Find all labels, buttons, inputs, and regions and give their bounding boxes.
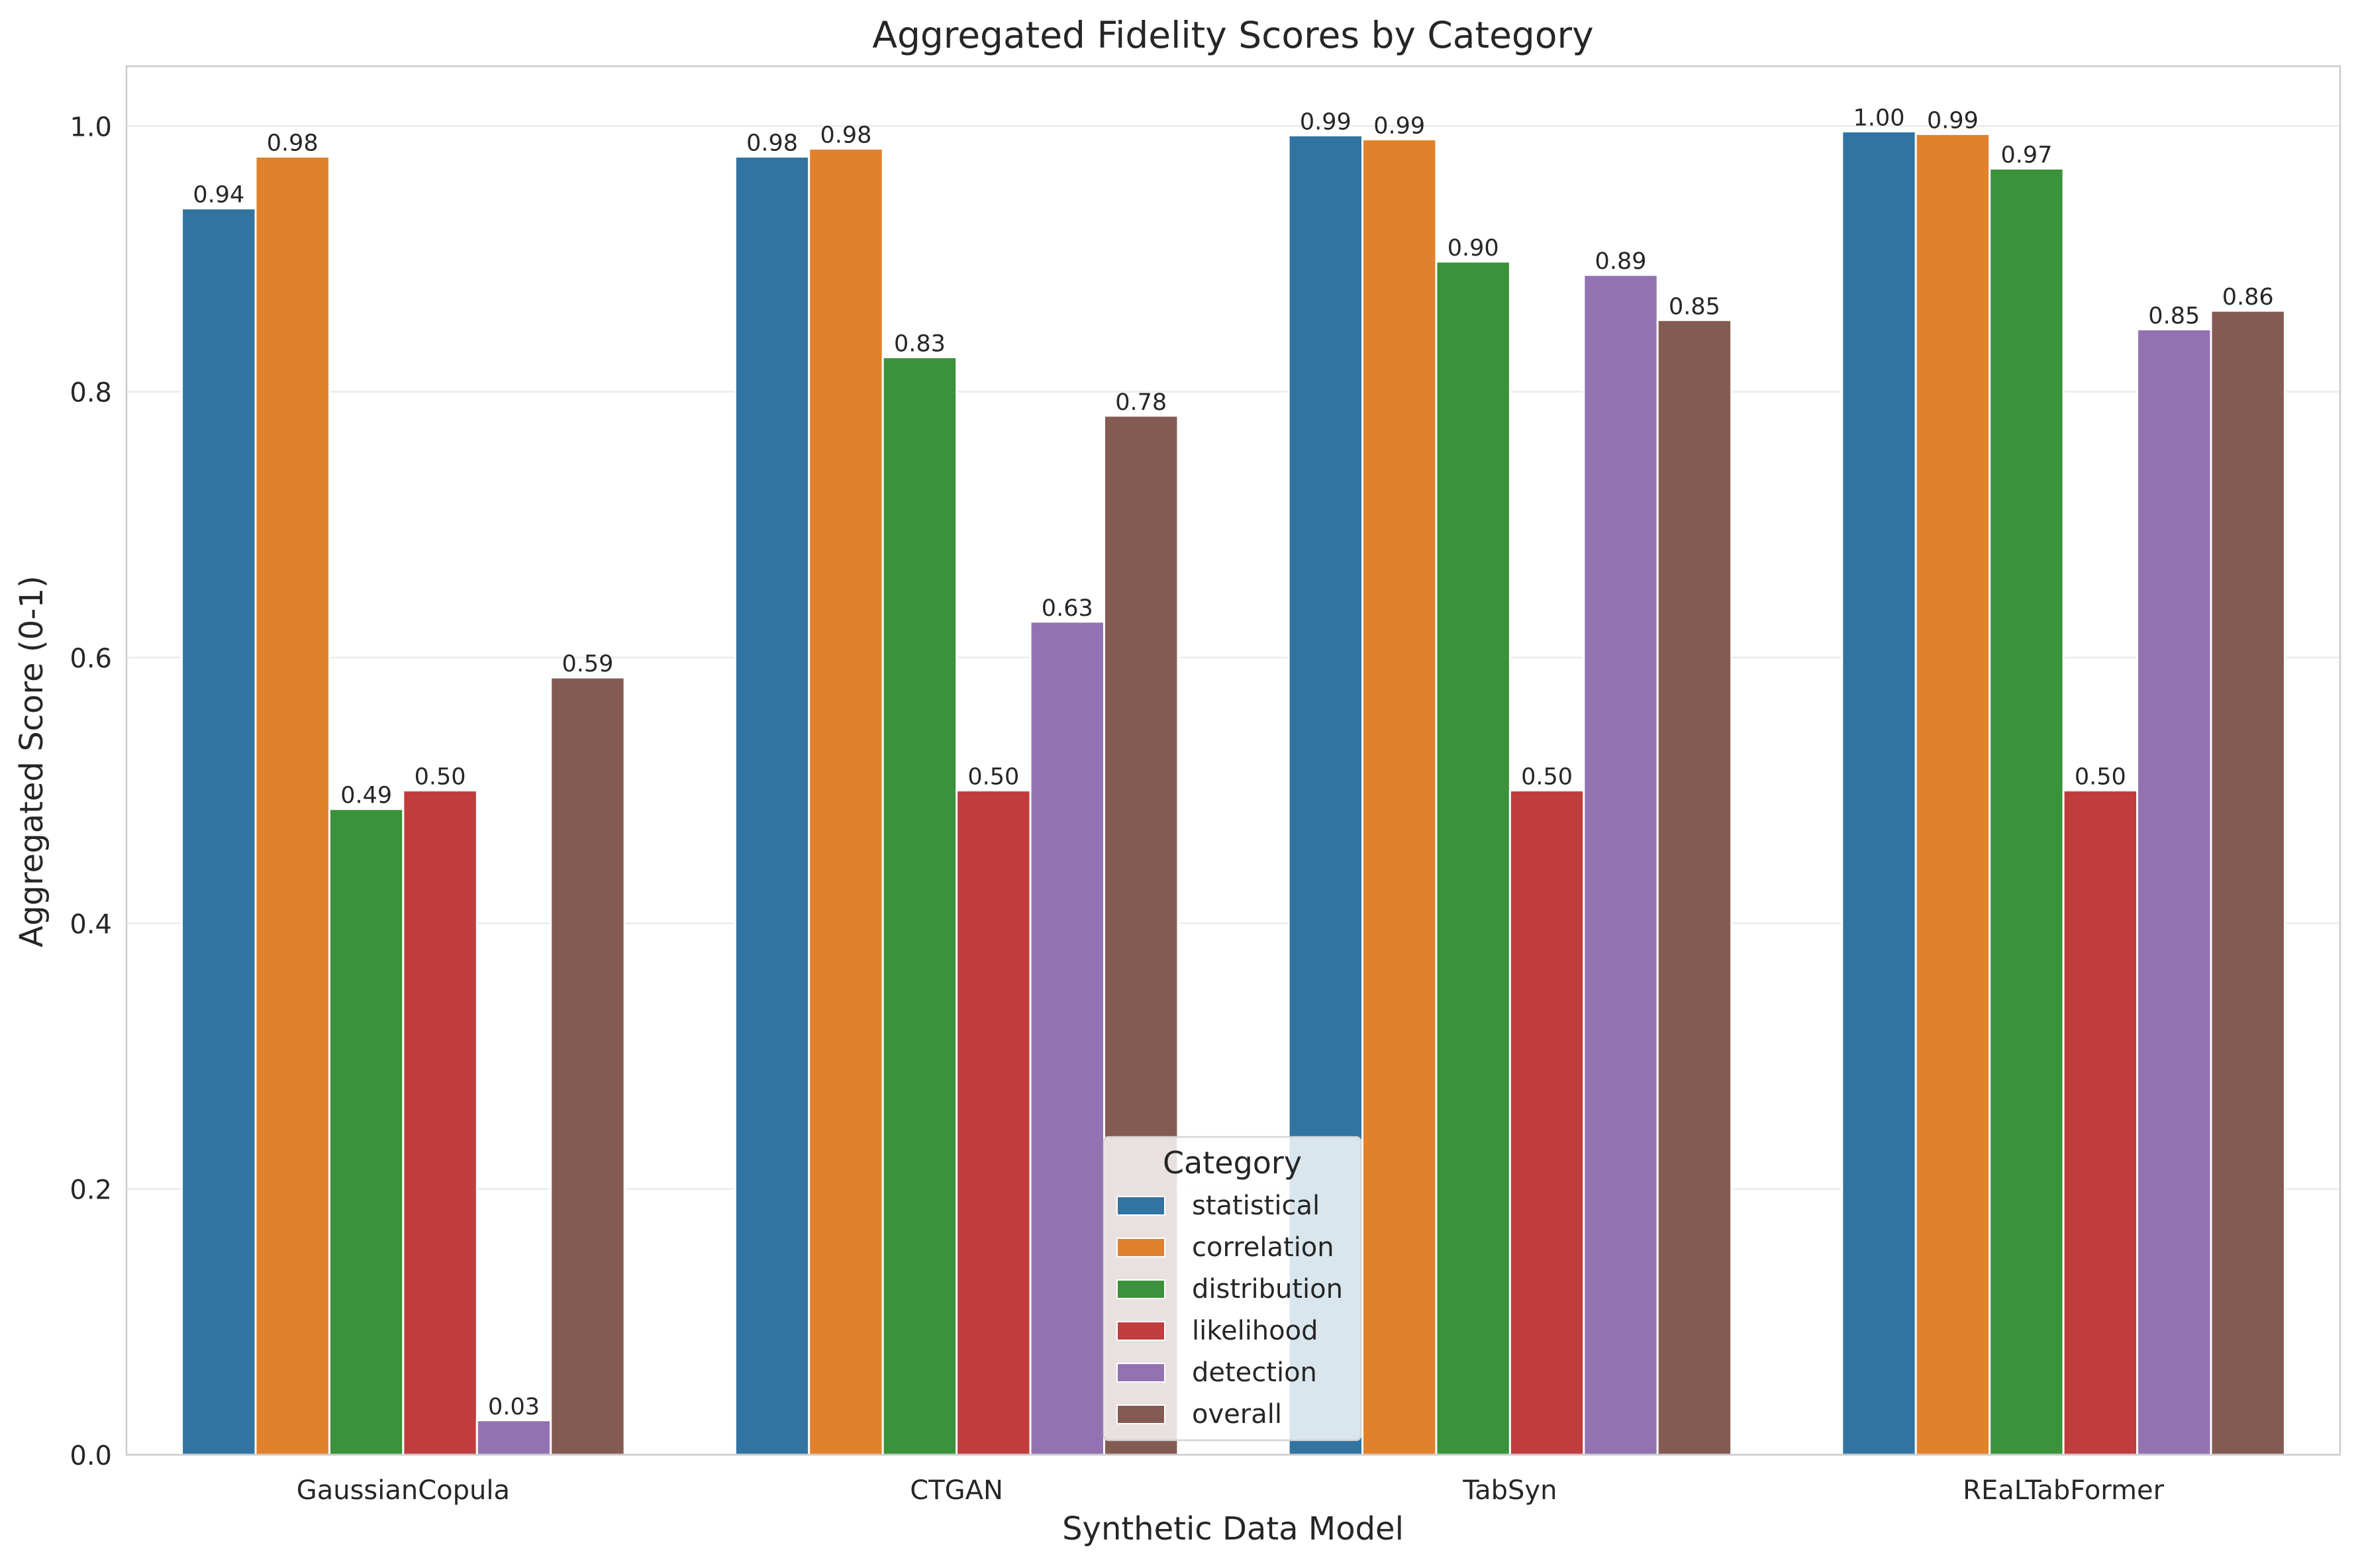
legend-label-overall: overall [1192, 1399, 1282, 1430]
axes-layer: 0.0 0.2 0.4 0.6 0.8 1.0 GaussianCopula CTGAN Tab… [70, 112, 2164, 1506]
bar-detection [1029, 620, 1105, 1456]
y-tick-label: 0.4 [70, 909, 112, 940]
bars-layer [181, 130, 2286, 1456]
data-label: 0.49 [340, 783, 392, 809]
bar-likelihood [956, 789, 1032, 1456]
bar-distribution [881, 356, 958, 1456]
bar-detection [1583, 273, 1659, 1456]
plot-frame [125, 65, 2341, 1456]
data-label: 0.89 [1595, 248, 1647, 275]
bar-correlation [254, 155, 330, 1456]
data-label: 0.94 [193, 182, 244, 209]
data-label: 0.90 [1448, 235, 1499, 262]
y-tick-label: 1.0 [70, 112, 112, 142]
bar-correlation [1361, 138, 1438, 1456]
bar-detection [2136, 328, 2212, 1456]
x-tick-label: CTGAN [910, 1475, 1003, 1506]
bar-overall [2210, 309, 2286, 1456]
data-label: 1.00 [1853, 105, 1905, 131]
legend-swatch-distribution [1116, 1279, 1165, 1299]
data-label: 0.83 [894, 330, 946, 357]
bar-overall [550, 676, 626, 1456]
legend: Category statistical correlation distribut… [1103, 1136, 1362, 1442]
bar-distribution [1989, 168, 2065, 1456]
data-label: 0.03 [488, 1394, 540, 1420]
legend-label-likelihood: likelihood [1192, 1316, 1318, 1346]
bar-correlation [808, 147, 884, 1456]
bar-detection [475, 1419, 552, 1456]
data-label: 0.78 [1115, 389, 1167, 416]
data-label: 0.59 [562, 651, 613, 677]
data-label: 0.86 [2222, 284, 2274, 311]
data-label: 0.98 [820, 122, 872, 148]
data-label: 0.85 [2148, 303, 2200, 329]
legend-label-detection: detection [1192, 1357, 1317, 1388]
data-label: 0.98 [267, 130, 319, 156]
x-tick-label: GaussianCopula [297, 1475, 510, 1506]
legend-items: statistical correlation distribution likeli… [1116, 1191, 1343, 1430]
legend-swatch-likelihood [1116, 1321, 1165, 1341]
data-label: 0.97 [2000, 142, 2052, 169]
legend-swatch-detection [1116, 1363, 1165, 1383]
data-label: 0.99 [1300, 109, 1352, 135]
chart-title: Aggregated Fidelity Scores by Category [872, 14, 1593, 56]
legend-swatch-overall [1116, 1404, 1165, 1424]
legend-label-statistical: statistical [1192, 1191, 1320, 1221]
bar-overall [1656, 318, 1733, 1456]
bar-distribution [328, 808, 405, 1456]
y-tick-label: 0.6 [70, 644, 112, 674]
legend-swatch-correlation [1116, 1238, 1165, 1257]
data-label: 0.85 [1669, 293, 1720, 320]
data-label: 0.50 [415, 764, 466, 791]
x-tick-label: TabSyn [1462, 1475, 1557, 1506]
legend-label-correlation: correlation [1192, 1232, 1334, 1263]
bar-likelihood [1508, 789, 1585, 1456]
y-tick-label: 0.0 [70, 1441, 112, 1471]
bar-statistical [734, 155, 811, 1456]
data-label: 0.98 [746, 130, 798, 156]
bar-likelihood [402, 789, 478, 1456]
y-axis-title: Aggregated Score (0-1) [13, 575, 50, 948]
data-label: 0.63 [1042, 595, 1093, 622]
x-axis-title: Synthetic Data Model [1062, 1510, 1404, 1547]
bar-distribution [1435, 260, 1511, 1456]
bar-correlation [1914, 132, 1991, 1456]
bar-statistical [181, 207, 257, 1456]
data-label: 0.50 [2075, 764, 2126, 791]
x-tick-label: REaLTabFormer [1963, 1475, 2164, 1506]
bar-likelihood [2062, 789, 2139, 1456]
data-label: 0.99 [1927, 107, 1979, 134]
data-label: 0.99 [1373, 113, 1425, 139]
legend-swatch-statistical [1116, 1196, 1165, 1216]
data-label: 0.50 [1521, 764, 1573, 791]
data-labels-layer: 0.94 0.98 0.49 0.50 0.03 0.59 0.98 0.98 0.83 0.50… [193, 105, 2273, 1420]
y-tick-label: 0.2 [70, 1175, 112, 1206]
legend-box [1103, 1136, 1362, 1442]
data-label: 0.50 [967, 764, 1019, 791]
legend-title: Category [1163, 1145, 1302, 1181]
bar-statistical [1841, 130, 1917, 1456]
y-tick-label: 0.8 [70, 378, 112, 409]
legend-label-distribution: distribution [1192, 1274, 1343, 1304]
